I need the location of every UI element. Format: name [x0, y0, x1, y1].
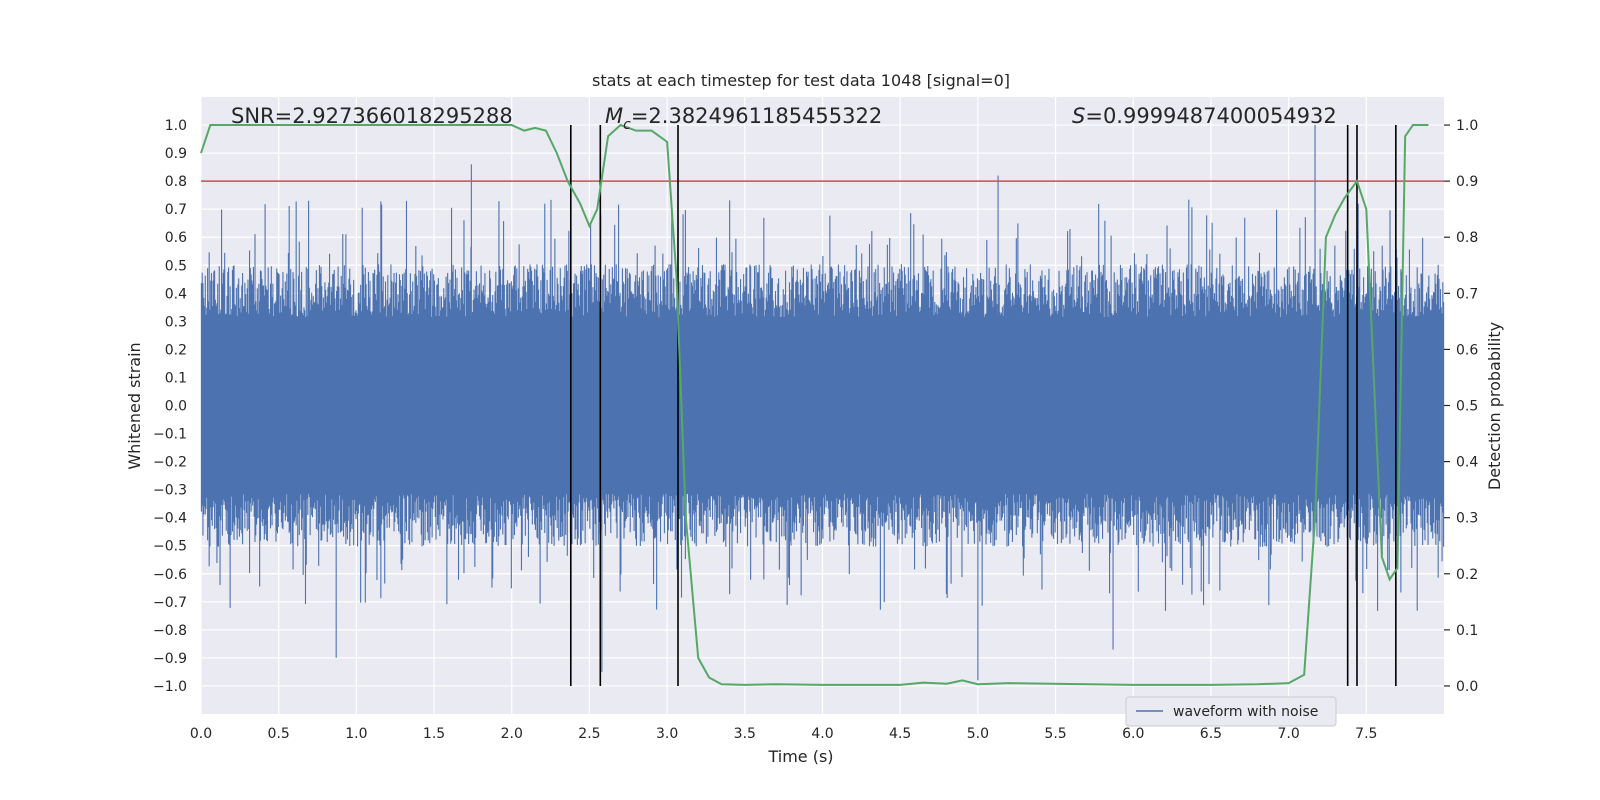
y-tick-label: 0.8	[165, 174, 187, 190]
y-tick-label: 0.0	[165, 399, 187, 415]
y2-tick-label: 0.4	[1456, 455, 1478, 471]
chirp-mass-annotation: Mc=2.3824961185455322	[605, 104, 882, 133]
x-tick-label: 4.5	[889, 726, 911, 742]
x-tick-label: 7.5	[1355, 726, 1377, 742]
y2-tick-label: 0.9	[1456, 174, 1478, 190]
y-tick-label: −0.2	[153, 455, 187, 471]
x-tick-label: 3.0	[656, 726, 678, 742]
y2-tick-label: 0.8	[1456, 230, 1478, 246]
y-tick-label: 0.2	[165, 342, 187, 358]
legend-label-waveform: waveform with noise	[1173, 704, 1318, 720]
y-tick-label: −0.9	[153, 651, 187, 667]
chirp-mass-symbol: M	[605, 104, 623, 128]
x-tick-label: 5.5	[1044, 726, 1066, 742]
y-tick-label: 0.1	[165, 370, 187, 386]
y-tick-label: 0.5	[165, 258, 187, 274]
chirp-mass-subscript: c	[623, 117, 631, 133]
x-axis-label: Time (s)	[767, 747, 833, 766]
x-tick-label: 6.5	[1200, 726, 1222, 742]
y-tick-label: 0.3	[165, 314, 187, 330]
y2-tick-label: 0.0	[1456, 679, 1478, 695]
y-tick-label: −0.4	[153, 511, 187, 527]
y-tick-label: 0.4	[165, 286, 187, 302]
detection-probability-line	[200, 123, 1429, 686]
snr-annotation: SNR=2.927366018295288	[231, 104, 513, 128]
y2-tick-label: 0.6	[1456, 342, 1478, 358]
chart-title: stats at each timestep for test data 104…	[592, 71, 1010, 90]
x-tick-label: 0.0	[190, 726, 212, 742]
y-tick-label: −0.1	[153, 427, 187, 443]
y-tick-label: −0.5	[153, 539, 187, 555]
x-tick-label: 2.5	[578, 726, 600, 742]
x-tick-label: 4.0	[811, 726, 833, 742]
y-tick-label: −0.8	[153, 623, 187, 639]
y-tick-label: −1.0	[153, 679, 187, 695]
detection-statistic-value: =0.9999487400054932	[1085, 104, 1336, 128]
x-tick-label: 2.0	[501, 726, 523, 742]
y-tick-label: 1.0	[165, 118, 187, 134]
y2-tick-label: 0.5	[1456, 399, 1478, 415]
y-tick-label: 0.7	[165, 202, 187, 218]
chirp-mass-value: =2.3824961185455322	[631, 104, 882, 128]
y2-tick-label: 0.1	[1456, 623, 1478, 639]
y2-tick-label: 0.3	[1456, 511, 1478, 527]
y-tick-label: −0.7	[153, 595, 187, 611]
x-tick-label: 3.5	[734, 726, 756, 742]
y-tick-label: 0.6	[165, 230, 187, 246]
y-tick-label: −0.6	[153, 567, 187, 583]
waveform-series	[200, 125, 1445, 681]
y2-tick-label: 1.0	[1456, 118, 1478, 134]
x-tick-label: 7.0	[1277, 726, 1299, 742]
x-tick-label: 5.0	[967, 726, 989, 742]
x-tick-label: 6.0	[1122, 726, 1144, 742]
waveform-line	[200, 125, 1445, 681]
legend: waveform with noise	[1125, 696, 1337, 727]
y-tick-label: 0.9	[165, 146, 187, 162]
legend-box	[1125, 696, 1337, 727]
x-tick-label: 1.0	[345, 726, 367, 742]
overlay-lines	[200, 123, 1444, 686]
y2-tick-label: 0.7	[1456, 286, 1478, 302]
axis-ticks: 0.0 0.5 1.0 1.5 2.0 2.5 3.0 3.5 4.0 4.5 5.0 5.5 6.0 6…	[153, 118, 1478, 742]
y2-axis-label: Detection probability	[1485, 322, 1504, 490]
x-tick-label: 0.5	[268, 726, 290, 742]
y-tick-label: −0.3	[153, 483, 187, 499]
x-tick-label: 1.5	[423, 726, 445, 742]
y2-tick-label: 0.2	[1456, 567, 1478, 583]
detection-statistic-annotation: S=0.9999487400054932	[1072, 104, 1337, 128]
detection-statistic-symbol: S	[1072, 104, 1085, 128]
y-axis-label: Whitened strain	[125, 342, 144, 469]
